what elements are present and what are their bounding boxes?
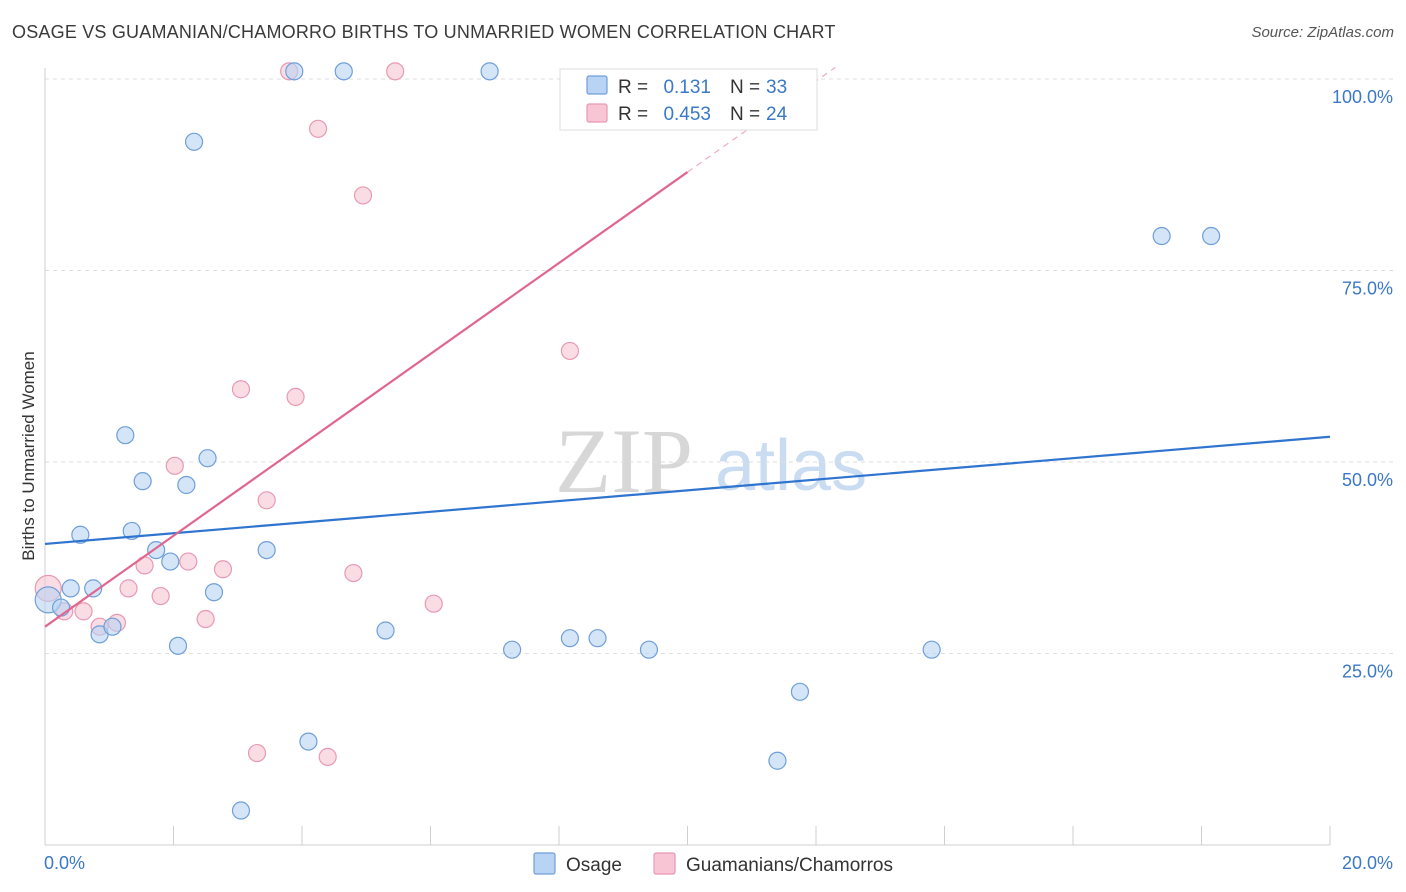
source-label: Source: ZipAtlas.com (1251, 24, 1394, 41)
point-osage (480, 62, 499, 81)
point-osage (285, 62, 304, 81)
point-guam (308, 119, 328, 138)
trend-line-osage (44, 435, 1331, 546)
point-osage (51, 598, 71, 617)
legend-guam-n-label: N = (730, 104, 760, 125)
series-osage-points (34, 62, 1221, 820)
y-tick-label: 75.0% (1342, 279, 1393, 299)
legend-guam-r-value: 0.453 (663, 104, 711, 125)
point-osage (376, 621, 395, 640)
point-osage (133, 472, 152, 491)
point-guam (196, 609, 215, 629)
bottom-legend-guam-label: Guamanians/Chamorros (686, 855, 893, 876)
point-osage (922, 640, 941, 659)
legend-guam-swatch (586, 103, 608, 123)
point-osage (184, 132, 204, 151)
legend-osage-swatch (586, 75, 608, 95)
point-osage (231, 801, 251, 820)
point-guam (353, 186, 373, 205)
trend-lines (44, 67, 1331, 628)
legend-osage-n-label: N = (730, 77, 760, 98)
point-guam (179, 552, 198, 571)
point-osage (560, 629, 580, 648)
point-guam (286, 387, 305, 406)
legend-osage-n-value: 33 (766, 77, 787, 98)
y-tick-label: 50.0% (1342, 470, 1393, 490)
bottom-legend-osage-swatch (533, 852, 556, 875)
point-osage (790, 682, 810, 701)
y-tick-label: 100.0% (1332, 87, 1393, 107)
point-osage (334, 62, 353, 81)
point-guam (344, 563, 363, 583)
x-tick-label: 0.0% (44, 853, 85, 873)
point-osage (299, 732, 318, 751)
chart-title: OSAGE VS GUAMANIAN/CHAMORRO BIRTHS TO UN… (12, 22, 836, 42)
legend-guam-n-value: 24 (766, 104, 788, 125)
point-osage (168, 636, 188, 655)
point-guam (386, 62, 405, 81)
point-guam (247, 743, 267, 763)
y-tick-label: 25.0% (1342, 662, 1393, 682)
bottom-legend-osage-label: Osage (566, 855, 622, 876)
legend-osage-r-label: R = (618, 77, 648, 98)
point-osage (116, 426, 135, 445)
point-osage (122, 521, 141, 541)
point-osage (1202, 226, 1221, 246)
point-guam (119, 579, 138, 598)
point-guam (257, 491, 276, 510)
point-osage (84, 579, 103, 598)
point-osage (161, 552, 180, 571)
watermark-atlas: atlas (715, 426, 867, 506)
series-guam-points (34, 62, 580, 767)
bottom-legend-guam-swatch (653, 852, 676, 875)
trend-line-guam (44, 171, 689, 628)
point-osage (1152, 226, 1171, 246)
point-guam (151, 586, 170, 606)
point-guam (213, 560, 233, 579)
point-osage (103, 617, 122, 636)
gridlines (45, 78, 1393, 654)
point-osage (502, 640, 522, 659)
correlation-legend: R = 0.131 N = 33 R = 0.453 N = 24 (559, 68, 818, 131)
point-osage (61, 579, 80, 598)
point-guam (318, 747, 337, 767)
point-osage (768, 751, 787, 770)
x-tick-label: 20.0% (1342, 853, 1393, 873)
point-osage (639, 640, 659, 659)
point-guam (231, 380, 251, 399)
point-osage (198, 449, 217, 468)
point-osage (257, 540, 276, 560)
series-legend: Osage Guamanians/Chamorros (533, 852, 893, 876)
point-guam (165, 456, 184, 475)
point-osage (71, 525, 90, 544)
point-guam (74, 602, 93, 621)
x-tick-labels: 0.0% 20.0% (44, 853, 1393, 873)
y-axis-title: Births to Unmarried Women (19, 351, 38, 560)
y-tick-labels: 25.0% 50.0% 75.0% 100.0% (1332, 87, 1393, 682)
point-osage (204, 583, 224, 602)
point-osage (588, 629, 607, 648)
legend-guam-r-label: R = (618, 104, 648, 125)
axes (44, 68, 1331, 846)
point-osage (177, 475, 196, 495)
point-guam (560, 341, 580, 361)
legend-osage-r-value: 0.131 (663, 77, 711, 98)
point-guam (424, 594, 443, 613)
